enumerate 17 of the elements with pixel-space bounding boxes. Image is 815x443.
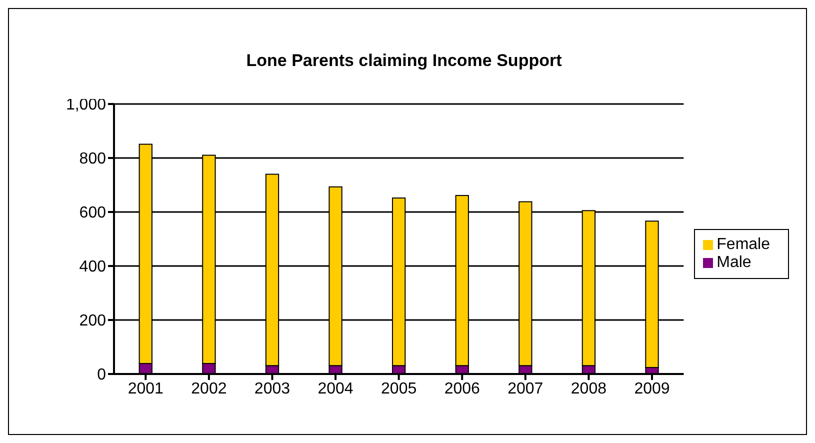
y-tick-label: 800: [79, 150, 106, 168]
legend-label: Female: [716, 236, 770, 253]
y-tick-label: 600: [79, 204, 106, 222]
x-tick-label: 2007: [508, 380, 544, 398]
x-tick-label: 2009: [634, 380, 670, 398]
x-tick-label: 2008: [570, 380, 607, 398]
y-tick-label: 400: [79, 258, 106, 276]
y-tick-label: 200: [79, 312, 106, 330]
chart-title: Lone Parents claiming Income Support: [245, 51, 563, 71]
legend-label: Male: [716, 254, 752, 271]
x-tick-label: 2002: [191, 380, 227, 398]
x-tick-label: 2001: [128, 380, 164, 398]
x-tick-label: 2005: [381, 380, 417, 398]
x-tick-label: 2003: [254, 380, 290, 398]
y-tick-label: 0: [97, 366, 106, 384]
x-tick-label: 2006: [444, 380, 480, 398]
x-tick-label: 2004: [318, 380, 354, 398]
